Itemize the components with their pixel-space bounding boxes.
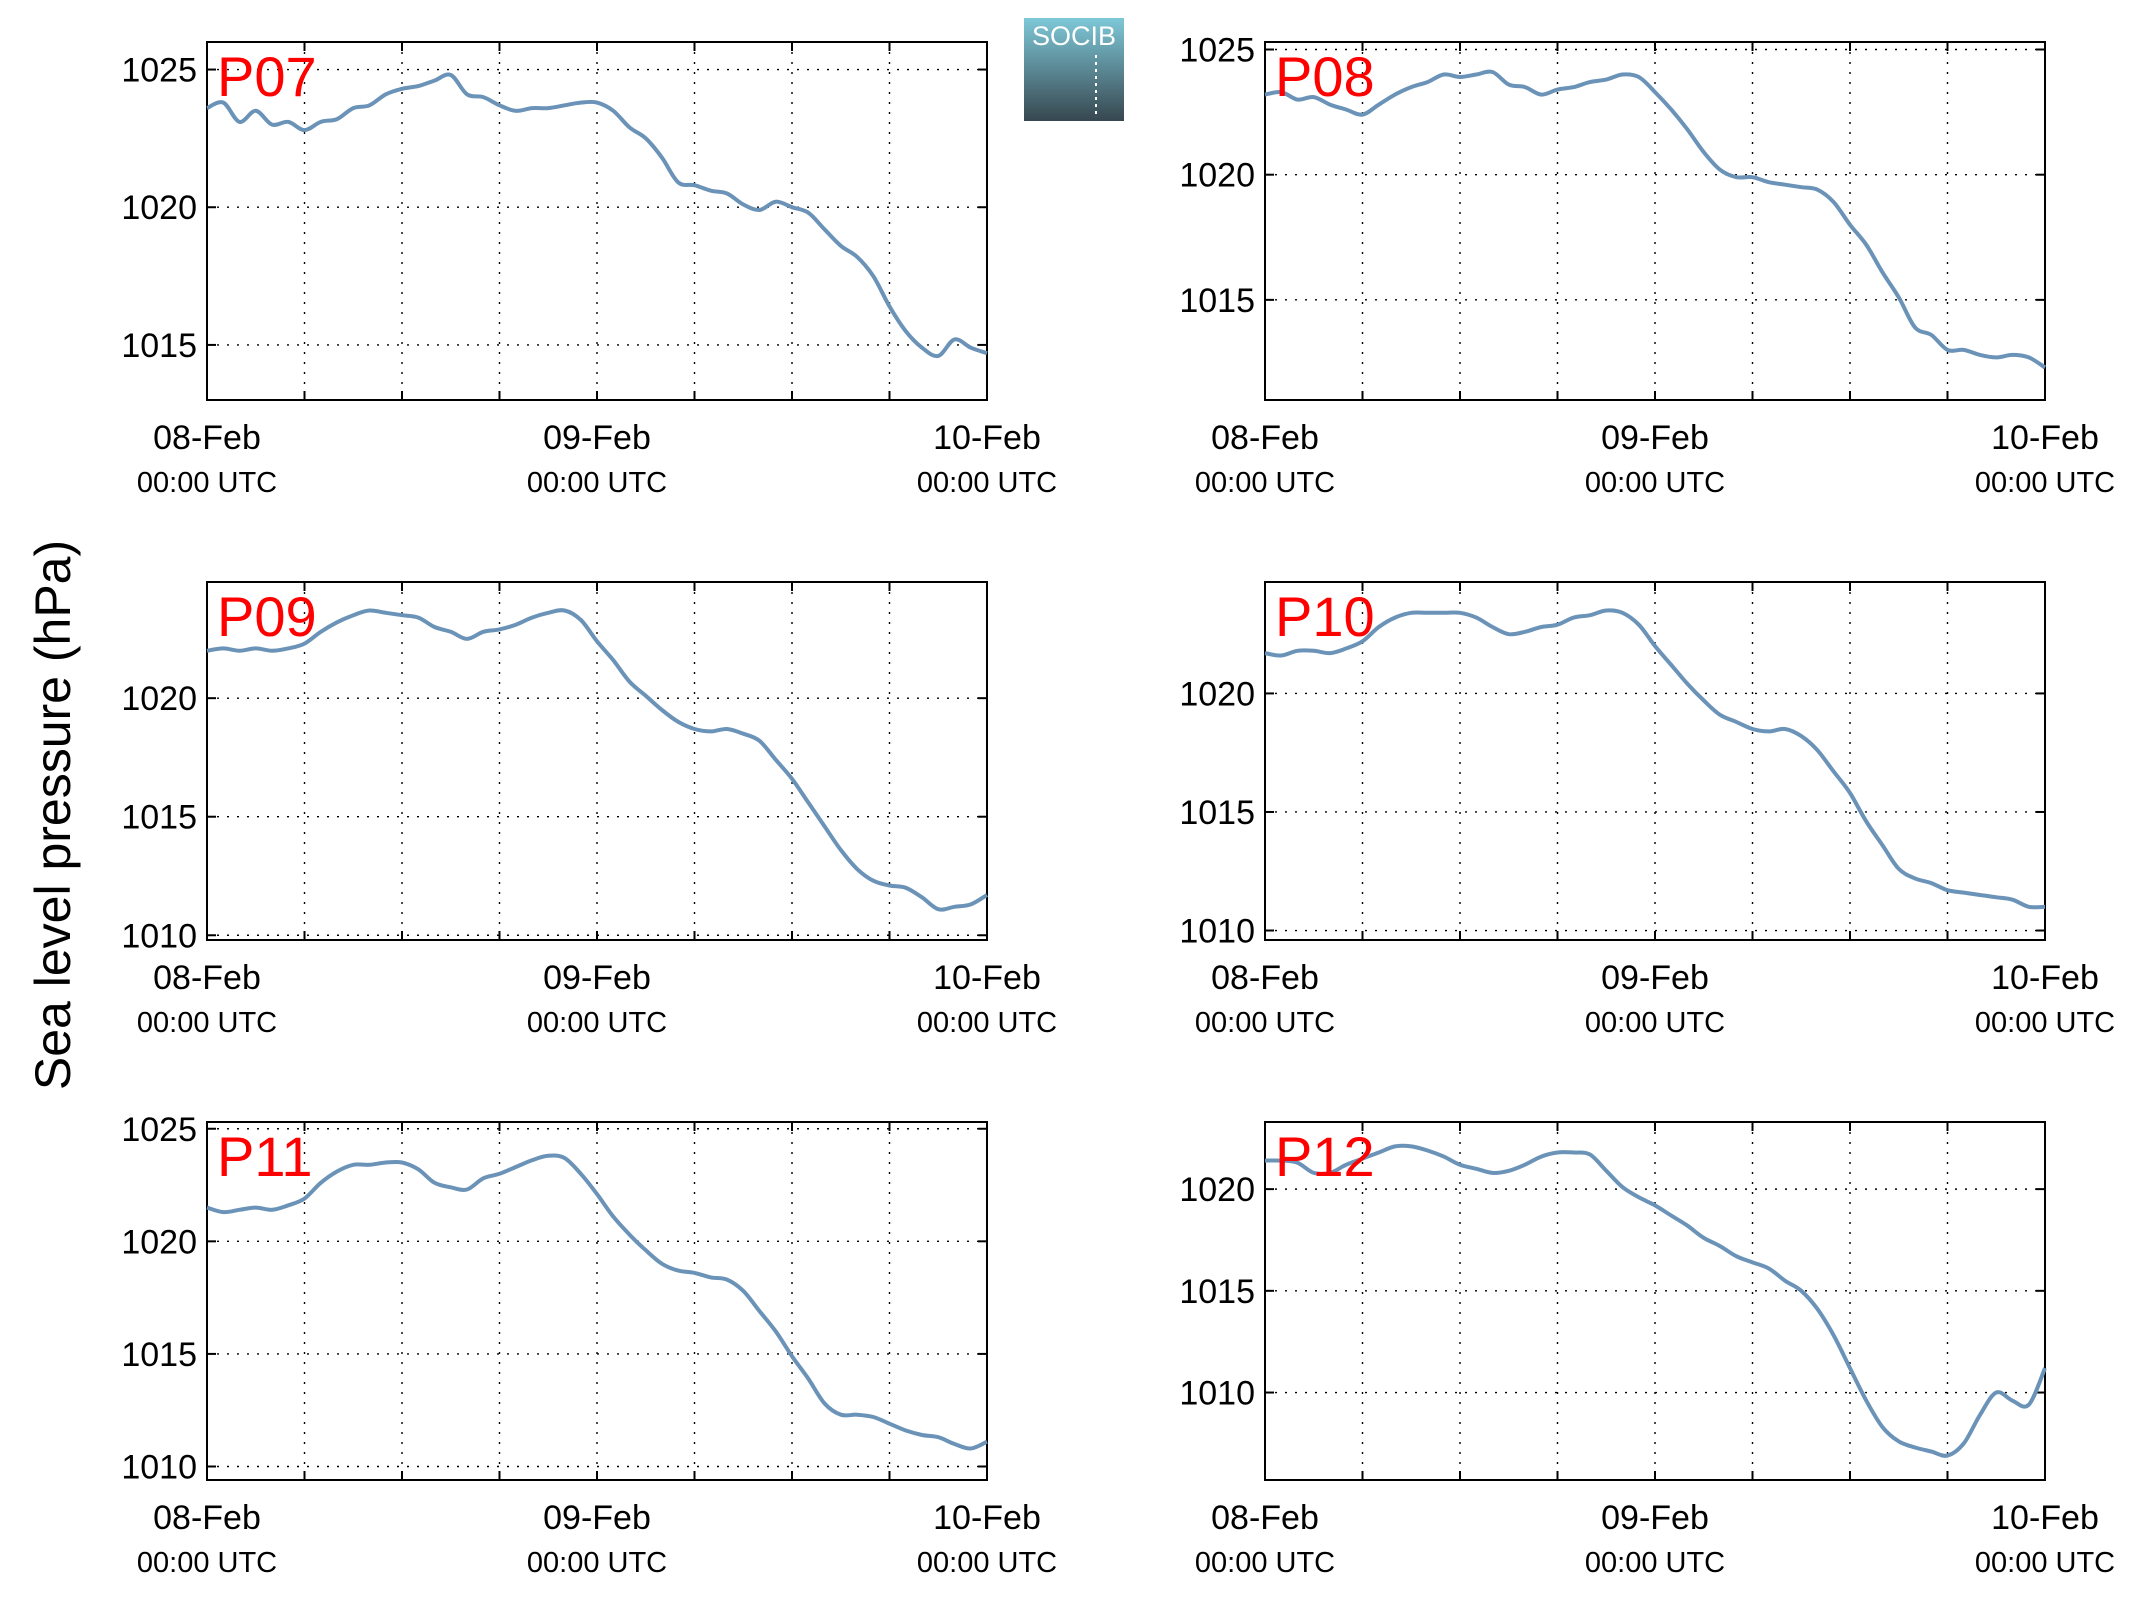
panel-label: P10: [1275, 585, 1375, 648]
x-tick-date-label: 08-Feb: [1211, 419, 1319, 457]
y-tick-label: 1010: [121, 917, 197, 955]
y-tick-label: 1020: [121, 1223, 197, 1261]
x-tick-date-label: 10-Feb: [1991, 419, 2099, 457]
x-tick-time-label: 00:00 UTC: [527, 1547, 667, 1579]
y-tick-label: 1010: [1179, 1375, 1255, 1413]
panel-p07: 1015 1020 1025 08-Feb 00:00 UTC 09-Feb 00:00 U…: [121, 41, 1057, 499]
y-tick-label: 1025: [121, 1111, 197, 1149]
panel-label: P07: [217, 45, 317, 108]
x-tick-date-label: 10-Feb: [1991, 959, 2099, 997]
x-tick-date-label: 10-Feb: [933, 1499, 1041, 1537]
panel-p10: 1010 1015 1020 08-Feb 00:00 UTC 09-Feb 00:00 U…: [1179, 581, 2115, 1039]
y-tick-label: 1010: [121, 1448, 197, 1486]
x-tick-time-label: 00:00 UTC: [1975, 467, 2115, 499]
x-tick-date-label: 08-Feb: [1211, 959, 1319, 997]
x-tick-time-label: 00:00 UTC: [1585, 1547, 1725, 1579]
y-tick-label: 1015: [1179, 1273, 1255, 1311]
x-tick-time-label: 00:00 UTC: [137, 1007, 277, 1039]
series-line-p08: [1264, 69, 2047, 370]
x-tick-date-label: 10-Feb: [1991, 1499, 2099, 1537]
x-tick-time-label: 00:00 UTC: [917, 467, 1057, 499]
series-line-p11: [206, 1153, 988, 1451]
x-tick-date-label: 09-Feb: [543, 419, 651, 457]
panels: 1015 1020 1025 08-Feb 00:00 UTC 09-Feb 00:00 U…: [121, 32, 2115, 1579]
y-tick-label: 1015: [1179, 794, 1255, 832]
x-tick-date-label: 10-Feb: [933, 959, 1041, 997]
x-tick-date-label: 09-Feb: [543, 1499, 651, 1537]
y-tick-label: 1015: [121, 799, 197, 837]
y-tick-label: 1020: [121, 189, 197, 227]
x-tick-time-label: 00:00 UTC: [1975, 1547, 2115, 1579]
x-tick-date-label: 08-Feb: [1211, 1499, 1319, 1537]
panel-label: P08: [1275, 45, 1375, 108]
series-line-p10: [1264, 608, 2046, 910]
y-tick-label: 1015: [1179, 282, 1255, 320]
x-tick-date-label: 09-Feb: [1601, 1499, 1709, 1537]
x-tick-time-label: 00:00 UTC: [1975, 1007, 2115, 1039]
y-tick-label: 1020: [1179, 1171, 1255, 1209]
panel-p12: 1010 1015 1020 08-Feb 00:00 UTC 09-Feb 00:00 U…: [1179, 1121, 2115, 1579]
x-tick-time-label: 00:00 UTC: [137, 1547, 277, 1579]
x-tick-time-label: 00:00 UTC: [1195, 467, 1335, 499]
y-tick-label: 1010: [1179, 913, 1255, 951]
y-tick-label: 1015: [121, 1336, 197, 1374]
y-tick-label: 1025: [1179, 32, 1255, 70]
y-axis-label: Sea level pressure (hPa): [25, 540, 81, 1090]
panel-label: P09: [217, 585, 317, 648]
x-tick-date-label: 08-Feb: [153, 419, 261, 457]
panel-label: P12: [1275, 1125, 1375, 1188]
y-tick-label: 1020: [1179, 157, 1255, 195]
x-tick-date-label: 09-Feb: [1601, 419, 1709, 457]
series-line-p09: [206, 608, 989, 912]
x-tick-date-label: 09-Feb: [1601, 959, 1709, 997]
x-tick-date-label: 10-Feb: [933, 419, 1041, 457]
x-tick-time-label: 00:00 UTC: [527, 1007, 667, 1039]
y-tick-label: 1020: [1179, 675, 1255, 713]
socib-logo: SOCIB: [1024, 18, 1124, 121]
x-tick-date-label: 08-Feb: [153, 959, 261, 997]
y-tick-label: 1025: [121, 52, 197, 90]
panel-p11: 1010 1015 1020 1025 08-Feb 00:00 UTC 09-Feb 00:…: [121, 1111, 1057, 1579]
x-tick-time-label: 00:00 UTC: [917, 1007, 1057, 1039]
x-tick-time-label: 00:00 UTC: [1195, 1007, 1335, 1039]
x-tick-date-label: 08-Feb: [153, 1499, 261, 1537]
x-tick-time-label: 00:00 UTC: [917, 1547, 1057, 1579]
series-line-p12: [1264, 1143, 2047, 1458]
x-tick-date-label: 09-Feb: [543, 959, 651, 997]
y-tick-label: 1020: [121, 680, 197, 718]
logo-text: SOCIB: [1032, 21, 1116, 51]
logo-mark: [1024, 18, 1124, 121]
x-tick-time-label: 00:00 UTC: [137, 467, 277, 499]
x-tick-time-label: 00:00 UTC: [1585, 1007, 1725, 1039]
panel-p09: 1010 1015 1020 08-Feb 00:00 UTC 09-Feb 00:00 U…: [121, 581, 1057, 1039]
x-tick-time-label: 00:00 UTC: [1585, 467, 1725, 499]
panel-p08: 1015 1020 1025 08-Feb 00:00 UTC 09-Feb 00:00 U…: [1179, 32, 2115, 499]
panel-label: P11: [217, 1125, 312, 1188]
x-tick-time-label: 00:00 UTC: [1195, 1547, 1335, 1579]
y-tick-label: 1015: [121, 327, 197, 365]
x-tick-time-label: 00:00 UTC: [527, 467, 667, 499]
series-line-p07: [206, 72, 988, 359]
